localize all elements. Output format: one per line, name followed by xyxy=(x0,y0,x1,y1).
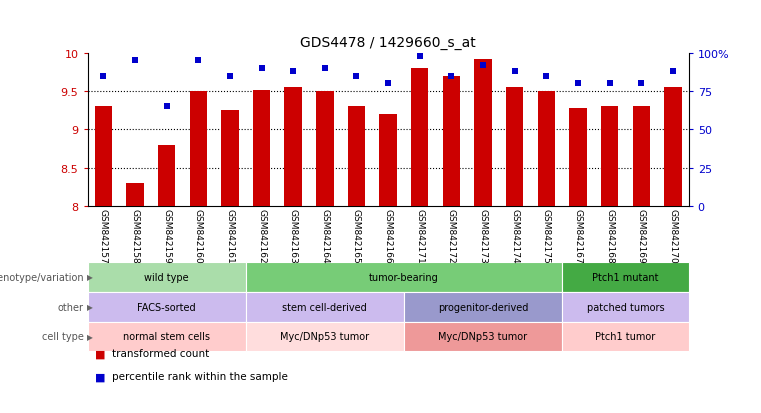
Text: GSM842163: GSM842163 xyxy=(288,209,298,263)
Text: genotype/variation: genotype/variation xyxy=(0,272,84,282)
Bar xyxy=(126,183,144,206)
Text: ■: ■ xyxy=(95,371,106,381)
Bar xyxy=(285,87,302,206)
Text: FACS-sorted: FACS-sorted xyxy=(137,302,196,312)
Text: patched tumors: patched tumors xyxy=(587,302,664,312)
Text: GSM842160: GSM842160 xyxy=(194,209,202,263)
Bar xyxy=(569,109,587,206)
Text: GSM842167: GSM842167 xyxy=(574,209,582,263)
Text: Ptch1 mutant: Ptch1 mutant xyxy=(592,272,659,282)
Text: stem cell-derived: stem cell-derived xyxy=(282,302,368,312)
Bar xyxy=(348,107,365,206)
Bar xyxy=(253,90,270,206)
Bar xyxy=(664,87,682,206)
Bar xyxy=(411,69,428,206)
Bar xyxy=(601,107,618,206)
Text: GSM842172: GSM842172 xyxy=(447,209,456,263)
Text: GSM842169: GSM842169 xyxy=(637,209,646,263)
Text: GSM842173: GSM842173 xyxy=(479,209,488,263)
Text: wild type: wild type xyxy=(145,272,189,282)
Text: other: other xyxy=(58,302,84,312)
Bar xyxy=(221,111,239,206)
Bar xyxy=(506,87,524,206)
Text: GSM842162: GSM842162 xyxy=(257,209,266,263)
Text: ■: ■ xyxy=(95,349,106,358)
Text: GSM842164: GSM842164 xyxy=(320,209,330,263)
Text: ▶: ▶ xyxy=(87,332,93,341)
Text: GSM842161: GSM842161 xyxy=(225,209,234,263)
Bar xyxy=(94,107,112,206)
Title: GDS4478 / 1429660_s_at: GDS4478 / 1429660_s_at xyxy=(301,36,476,50)
Text: ▶: ▶ xyxy=(87,273,93,282)
Text: GSM842165: GSM842165 xyxy=(352,209,361,263)
Text: progenitor-derived: progenitor-derived xyxy=(438,302,528,312)
Bar xyxy=(443,77,460,206)
Text: GSM842168: GSM842168 xyxy=(605,209,614,263)
Text: Myc/DNp53 tumor: Myc/DNp53 tumor xyxy=(280,332,369,342)
Text: GSM842158: GSM842158 xyxy=(130,209,139,263)
Text: GSM842157: GSM842157 xyxy=(99,209,108,263)
Text: percentile rank within the sample: percentile rank within the sample xyxy=(112,371,288,381)
Text: Myc/DNp53 tumor: Myc/DNp53 tumor xyxy=(438,332,527,342)
Bar xyxy=(380,115,396,206)
Text: GSM842175: GSM842175 xyxy=(542,209,551,263)
Bar xyxy=(189,92,207,206)
Bar xyxy=(537,92,555,206)
Text: normal stem cells: normal stem cells xyxy=(123,332,210,342)
Bar xyxy=(316,92,333,206)
Text: tumor-bearing: tumor-bearing xyxy=(369,272,439,282)
Text: transformed count: transformed count xyxy=(112,349,209,358)
Text: GSM842171: GSM842171 xyxy=(416,209,424,263)
Text: GSM842166: GSM842166 xyxy=(384,209,393,263)
Bar xyxy=(632,107,650,206)
Text: Ptch1 tumor: Ptch1 tumor xyxy=(595,332,655,342)
Bar xyxy=(474,60,492,206)
Bar xyxy=(158,145,175,206)
Text: ▶: ▶ xyxy=(87,302,93,311)
Text: GSM842170: GSM842170 xyxy=(668,209,677,263)
Text: cell type: cell type xyxy=(42,332,84,342)
Text: GSM842159: GSM842159 xyxy=(162,209,171,263)
Text: GSM842174: GSM842174 xyxy=(510,209,519,263)
